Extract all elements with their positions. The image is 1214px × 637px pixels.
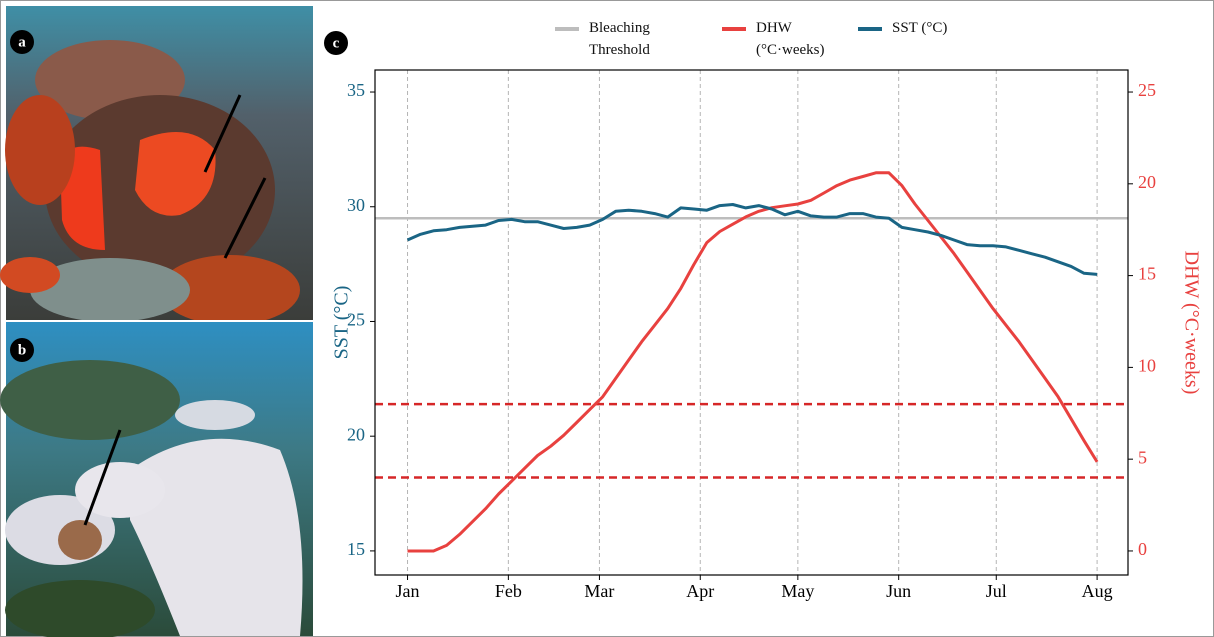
y2-axis-label: DHW (°C·weeks) — [1180, 251, 1202, 395]
panel-label: a — [18, 34, 26, 50]
legend-label: Bleaching Threshold — [589, 17, 669, 61]
y2-tick-label: 20 — [1138, 172, 1156, 192]
legend-label: SST (°C) — [892, 17, 982, 39]
x-tick-label: Feb — [495, 581, 522, 601]
divider — [6, 320, 313, 322]
y-tick-label: 20 — [347, 424, 365, 444]
legend-label: DHW (°C·weeks) — [756, 17, 846, 61]
y-axis-label: SST (°C) — [331, 286, 353, 360]
y2-tick-label: 0 — [1138, 539, 1147, 559]
panel-label: b — [18, 342, 26, 358]
x-tick-label: Mar — [584, 581, 614, 601]
series-line — [408, 173, 1098, 551]
y2-tick-label: 10 — [1138, 356, 1156, 376]
y-tick-label: 15 — [347, 539, 365, 559]
y-tick-label: 30 — [347, 195, 365, 215]
x-tick-label: Jan — [396, 581, 420, 601]
y-tick-label: 35 — [347, 80, 365, 100]
photo-a — [0, 6, 313, 325]
panel-label: c — [333, 35, 340, 51]
y2-tick-label: 15 — [1138, 264, 1156, 284]
x-tick-label: Apr — [686, 581, 714, 601]
x-tick-label: Jun — [886, 581, 911, 601]
y2-tick-label: 25 — [1138, 80, 1156, 100]
figure: a b c Jan Feb Mar Apr May Jun Jul Aug 15 20 25 30 35… — [0, 0, 1214, 637]
x-tick-label: Aug — [1082, 581, 1113, 601]
y2-tick-label: 5 — [1138, 447, 1147, 467]
divider — [313, 6, 315, 636]
figure-canvas: a b c Jan Feb Mar Apr May Jun Jul Aug 15 20 25 30 35… — [0, 0, 1214, 637]
plot-frame — [375, 70, 1128, 575]
x-tick-label: May — [781, 581, 814, 601]
photo-b — [0, 322, 313, 637]
x-tick-label: Jul — [986, 581, 1007, 601]
